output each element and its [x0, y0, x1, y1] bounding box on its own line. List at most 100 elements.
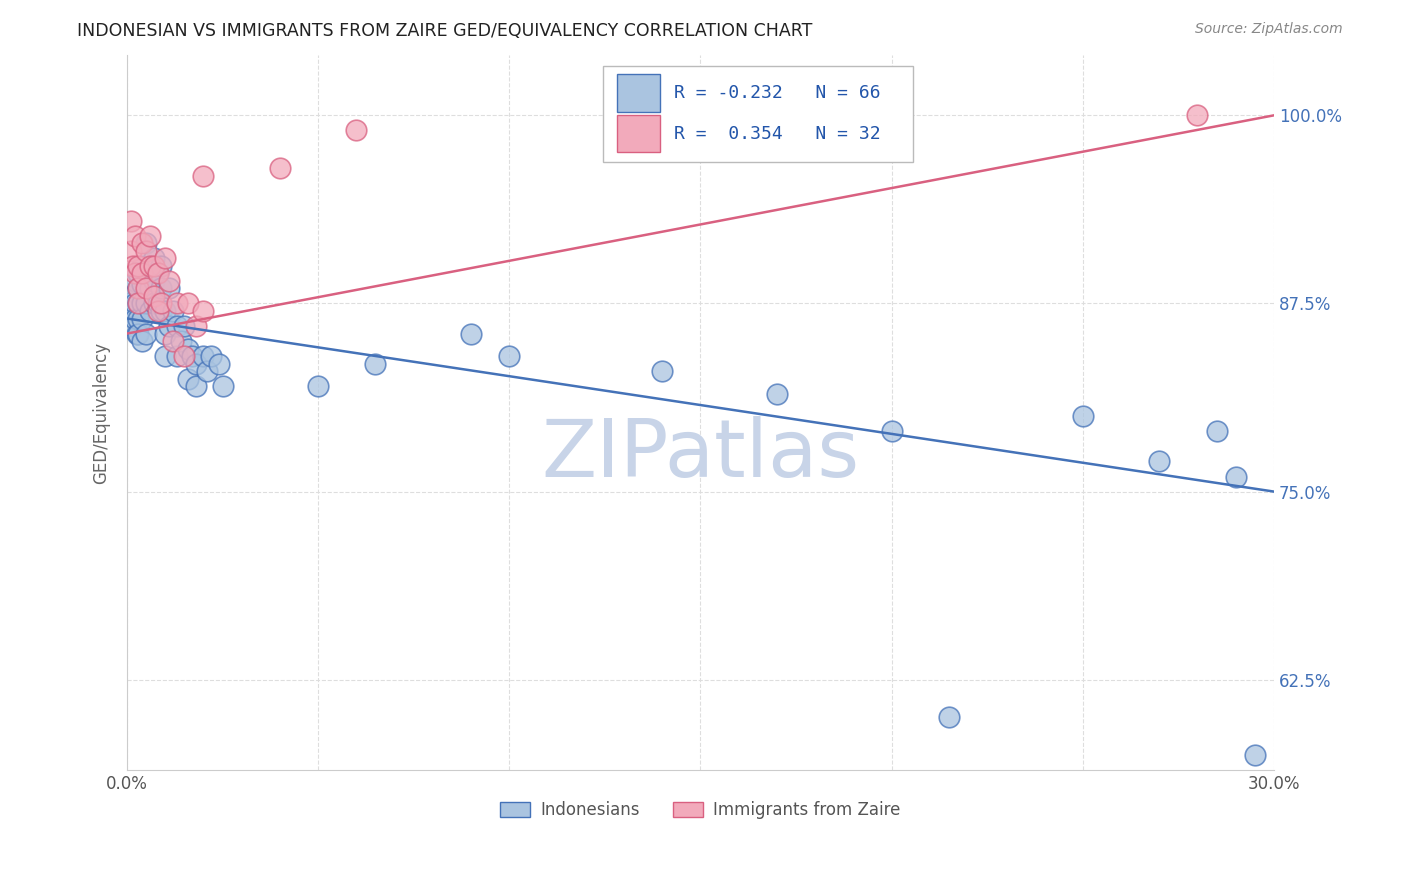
Text: ZIPatlas: ZIPatlas — [541, 417, 859, 494]
Point — [120, 213, 142, 227]
Point — [127, 296, 149, 310]
Point — [139, 304, 162, 318]
Point — [166, 319, 188, 334]
Point — [307, 379, 329, 393]
Point — [139, 259, 162, 273]
Point — [211, 379, 233, 393]
Point — [131, 266, 153, 280]
Point — [142, 289, 165, 303]
Point — [184, 379, 207, 393]
Point — [131, 296, 153, 310]
Point — [135, 296, 157, 310]
Point — [173, 319, 195, 334]
Point — [157, 274, 180, 288]
Point — [193, 304, 215, 318]
Point — [155, 349, 177, 363]
Bar — [617, 115, 661, 153]
Point — [162, 304, 184, 318]
Point — [135, 326, 157, 341]
Point — [177, 296, 200, 310]
Point — [157, 281, 180, 295]
Point — [1187, 108, 1209, 122]
Point — [127, 326, 149, 341]
Point — [127, 296, 149, 310]
Point — [139, 228, 162, 243]
Point — [131, 311, 153, 326]
FancyBboxPatch shape — [603, 66, 912, 162]
Point — [269, 161, 291, 175]
Point — [127, 266, 149, 280]
Point — [121, 259, 143, 273]
Point — [344, 123, 367, 137]
Point — [127, 259, 149, 273]
Point — [166, 349, 188, 363]
Bar — [617, 74, 661, 112]
Point — [938, 710, 960, 724]
Point — [146, 266, 169, 280]
Point — [135, 266, 157, 280]
Point — [142, 296, 165, 310]
Point — [155, 304, 177, 318]
Point — [135, 281, 157, 295]
Point — [1225, 469, 1247, 483]
Point — [131, 277, 153, 291]
Point — [142, 259, 165, 273]
Point — [142, 252, 165, 266]
Point — [184, 357, 207, 371]
Point — [118, 296, 141, 310]
Text: Source: ZipAtlas.com: Source: ZipAtlas.com — [1195, 22, 1343, 37]
Point — [146, 304, 169, 318]
Point — [166, 296, 188, 310]
Point — [150, 281, 173, 295]
Legend: Indonesians, Immigrants from Zaire: Indonesians, Immigrants from Zaire — [494, 795, 907, 826]
Point — [139, 259, 162, 273]
Point — [200, 349, 222, 363]
Point — [131, 259, 153, 273]
Point — [127, 311, 149, 326]
Point — [1243, 747, 1265, 762]
Point — [193, 349, 215, 363]
Point — [131, 236, 153, 251]
Point — [146, 266, 169, 280]
Point — [184, 319, 207, 334]
Point — [157, 319, 180, 334]
Point — [125, 326, 148, 341]
Text: R = -0.232   N = 66: R = -0.232 N = 66 — [673, 84, 880, 102]
Point — [121, 304, 143, 318]
Point — [155, 326, 177, 341]
Point — [177, 342, 200, 356]
Point — [150, 259, 173, 273]
Point — [1147, 454, 1170, 468]
Point — [124, 274, 146, 288]
Point — [155, 252, 177, 266]
Point — [121, 319, 143, 334]
Point — [880, 425, 903, 439]
Point — [195, 364, 218, 378]
Text: R =  0.354   N = 32: R = 0.354 N = 32 — [673, 125, 880, 143]
Point — [364, 357, 387, 371]
Point — [124, 296, 146, 310]
Point — [150, 304, 173, 318]
Point — [120, 244, 142, 258]
Point — [169, 334, 191, 348]
Point — [124, 228, 146, 243]
Point — [689, 138, 711, 153]
Point — [146, 296, 169, 310]
Point — [142, 274, 165, 288]
Point — [135, 244, 157, 258]
Point — [150, 296, 173, 310]
Point — [181, 349, 204, 363]
Point — [208, 357, 231, 371]
Point — [1205, 425, 1227, 439]
Point — [124, 266, 146, 280]
Point — [177, 372, 200, 386]
Point — [135, 236, 157, 251]
Point — [127, 281, 149, 295]
Point — [766, 386, 789, 401]
Point — [498, 349, 520, 363]
Y-axis label: GED/Equivalency: GED/Equivalency — [93, 342, 110, 483]
Point — [651, 364, 673, 378]
Point — [173, 349, 195, 363]
Point — [127, 281, 149, 295]
Point — [120, 289, 142, 303]
